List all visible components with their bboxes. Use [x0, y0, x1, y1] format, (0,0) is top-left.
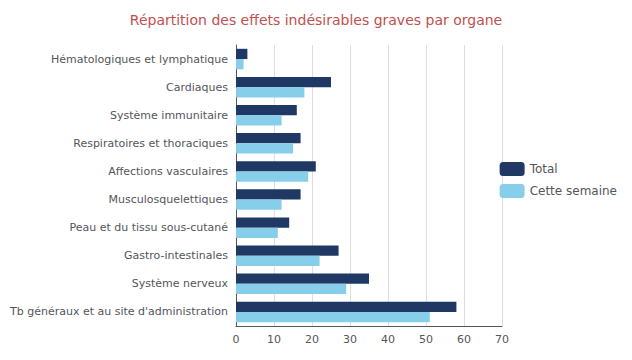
svg-text:Cardiaques: Cardiaques — [166, 81, 228, 94]
svg-text:40: 40 — [381, 333, 395, 346]
svg-text:Respiratoires et thoraciques: Respiratoires et thoraciques — [73, 137, 228, 150]
svg-text:Système nerveux: Système nerveux — [132, 277, 229, 290]
svg-text:20: 20 — [305, 333, 319, 346]
svg-text:10: 10 — [267, 333, 281, 346]
svg-text:Système immunitaire: Système immunitaire — [110, 109, 228, 122]
svg-text:Gastro-intestinales: Gastro-intestinales — [124, 249, 228, 262]
svg-text:Peau et du tissu sous-cutané: Peau et du tissu sous-cutané — [69, 221, 228, 234]
svg-text:Cette semaine: Cette semaine — [530, 184, 617, 198]
svg-text:Total: Total — [529, 162, 558, 176]
svg-text:Hématologiques et lymphatique: Hématologiques et lymphatique — [51, 53, 228, 66]
svg-text:30: 30 — [343, 333, 357, 346]
svg-text:0: 0 — [232, 333, 239, 346]
svg-text:50: 50 — [419, 333, 433, 346]
svg-text:Répartition des effets indésir: Répartition des effets indésirables grav… — [130, 12, 502, 28]
svg-text:Musculosquelettiques: Musculosquelettiques — [109, 193, 229, 206]
svg-text:Tb généraux et au site d'admin: Tb généraux et au site d'administration — [9, 305, 228, 318]
svg-text:60: 60 — [457, 333, 471, 346]
svg-text:Affections vasculaires: Affections vasculaires — [108, 165, 228, 178]
svg-text:70: 70 — [495, 333, 509, 346]
